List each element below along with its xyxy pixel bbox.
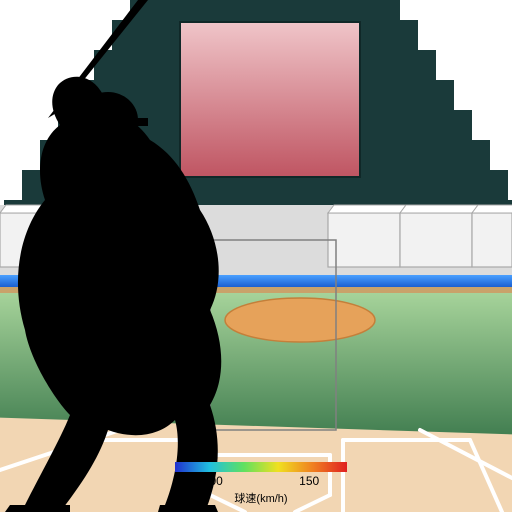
- chart-svg: [0, 0, 512, 512]
- speed-legend-bar: [175, 462, 347, 472]
- pitch-location-chart: 100 150 球速(km/h): [0, 0, 512, 512]
- legend-tick: 100: [203, 474, 223, 488]
- scoreboard-screen: [180, 22, 360, 177]
- legend-tick: 150: [299, 474, 319, 488]
- pitchers-mound: [225, 298, 375, 342]
- speed-axis-label: 球速(km/h): [234, 490, 287, 506]
